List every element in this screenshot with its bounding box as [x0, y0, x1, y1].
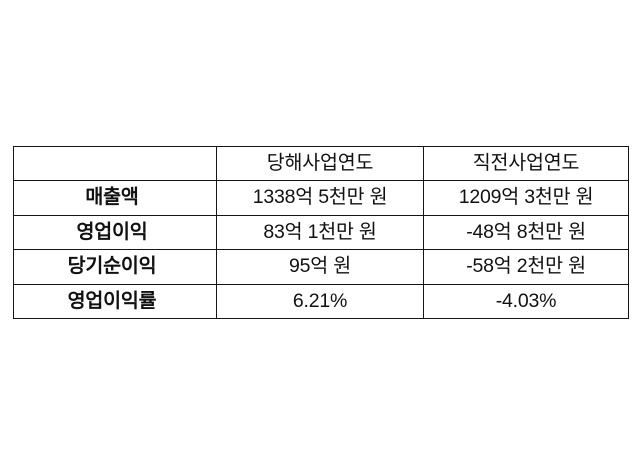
table-header-row: 당해사업연도 직전사업연도 — [13, 145, 629, 182]
cell-net-income-previous: -58억 2천만 원 — [423, 249, 629, 285]
cell-net-income-current: 95억 원 — [216, 249, 424, 285]
row-label-operating-margin: 영업이익률 — [13, 283, 217, 319]
row-label-net-income: 당기순이익 — [13, 249, 217, 285]
financial-summary-table: 당해사업연도 직전사업연도 매출액 1338억 5천만 원 1209억 3천만 … — [13, 145, 629, 319]
cell-revenue-previous: 1209억 3천만 원 — [423, 180, 629, 216]
row-label-operating-profit: 영업이익 — [13, 214, 217, 251]
table-corner-cell — [13, 145, 217, 182]
table-row: 영업이익률 6.21% -4.03% — [13, 283, 629, 319]
cell-operating-profit-current: 83억 1천만 원 — [216, 214, 424, 251]
cell-revenue-current: 1338억 5천만 원 — [216, 180, 424, 216]
column-header-previous-year: 직전사업연도 — [423, 145, 629, 182]
cell-operating-profit-previous: -48억 8천만 원 — [423, 214, 629, 251]
row-label-revenue: 매출액 — [13, 180, 217, 216]
cell-operating-margin-previous: -4.03% — [423, 283, 629, 319]
table-row: 당기순이익 95억 원 -58억 2천만 원 — [13, 249, 629, 285]
table-row: 매출액 1338억 5천만 원 1209억 3천만 원 — [13, 180, 629, 216]
cell-operating-margin-current: 6.21% — [216, 283, 424, 319]
column-header-current-year: 당해사업연도 — [216, 145, 424, 182]
table-row: 영업이익 83억 1천만 원 -48억 8천만 원 — [13, 214, 629, 251]
